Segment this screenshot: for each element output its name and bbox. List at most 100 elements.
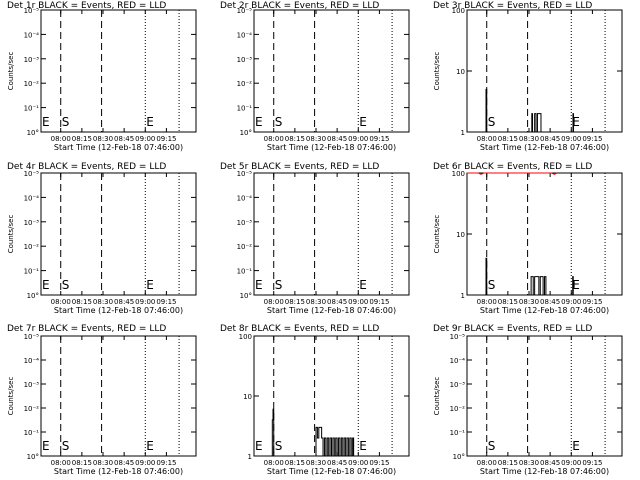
y-tick-label: 10 — [456, 231, 465, 239]
plot-frame — [466, 335, 623, 457]
x-tick-label: 08:45 — [114, 298, 134, 306]
marker-e: E — [359, 278, 367, 292]
panel-title: Det 5r BLACK = Events, RED = LLD — [220, 162, 379, 172]
x-tick-label: 08:00 — [51, 135, 71, 143]
x-tick-label: 08:45 — [114, 459, 134, 467]
y-tick-label: 10⁻¹ — [450, 429, 466, 437]
y-tick-label: 10⁻¹ — [24, 429, 40, 437]
x-tick-label: 09:00 — [348, 298, 368, 306]
x-tick-label: 08:00 — [51, 298, 71, 306]
marker-e: E — [42, 439, 50, 453]
panel-title: Det 6r BLACK = Events, RED = LLD — [433, 162, 592, 172]
y-tick-label: 10⁻¹ — [24, 105, 40, 113]
panel-title: Det 8r BLACK = Events, RED = LLD — [220, 324, 379, 334]
events-series-line — [485, 257, 575, 296]
marker-e: E — [255, 115, 263, 129]
y-tick-label: 10⁻³ — [237, 219, 253, 227]
marker-s: S — [275, 115, 283, 129]
y-tick-label: 10⁻⁵ — [450, 333, 466, 341]
x-tick-label: 08:00 — [264, 459, 284, 467]
panel-title: Det 9r BLACK = Events, RED = LLD — [433, 324, 592, 334]
x-tick-label: 08:00 — [264, 135, 284, 143]
x-tick-label: 09:00 — [348, 135, 368, 143]
x-tick-label: 08:45 — [114, 135, 134, 143]
panel-title: Det 1r BLACK = Events, RED = LLD — [7, 1, 166, 11]
y-tick-label: 10⁻³ — [237, 56, 253, 64]
y-axis-label: Counts/sec — [7, 377, 15, 416]
marker-e: E — [255, 439, 263, 453]
y-tick-label: 100 — [452, 170, 465, 178]
x-tick-label: 08:30 — [306, 459, 326, 467]
x-tick-label: 09:00 — [561, 459, 581, 467]
x-tick-label: 09:15 — [156, 135, 176, 143]
x-tick-label: 09:00 — [561, 298, 581, 306]
y-axis-label: Counts/sec — [7, 215, 15, 254]
x-tick-label: 08:15 — [72, 298, 92, 306]
x-tick-label: 08:30 — [519, 298, 539, 306]
events-series-line — [485, 88, 575, 133]
x-tick-label: 08:15 — [285, 459, 305, 467]
x-tick-label: 09:00 — [135, 459, 155, 467]
x-tick-label: 08:30 — [306, 135, 326, 143]
x-axis-label: Start Time (12-Feb-18 07:46:00) — [480, 306, 609, 315]
y-tick-label: 1 — [461, 292, 465, 300]
y-tick-label: 10⁻³ — [24, 56, 40, 64]
y-tick-label: 100 — [452, 7, 465, 15]
y-tick-label: 10⁻⁵ — [237, 7, 253, 15]
y-tick-label: 10 — [456, 68, 465, 76]
y-tick-label: 10⁻² — [24, 405, 40, 413]
marker-e: E — [572, 439, 580, 453]
y-tick-label: 10° — [27, 453, 39, 461]
x-tick-label: 08:00 — [51, 459, 71, 467]
y-tick-label: 10° — [27, 129, 39, 137]
x-tick-label: 08:15 — [285, 135, 305, 143]
x-tick-label: 09:15 — [582, 298, 602, 306]
x-axis-label: Start Time (12-Feb-18 07:46:00) — [267, 306, 396, 315]
x-tick-label: 08:30 — [519, 459, 539, 467]
x-axis-label: Start Time (12-Feb-18 07:46:00) — [54, 143, 183, 152]
marker-e: E — [42, 278, 50, 292]
y-tick-label: 10⁻² — [237, 243, 253, 251]
marker-e: E — [146, 439, 154, 453]
y-tick-label: 10° — [27, 292, 39, 300]
y-tick-label: 10⁻⁴ — [237, 31, 253, 39]
y-axis-label: Counts/sec — [433, 215, 441, 254]
y-tick-label: 10⁻⁵ — [24, 7, 40, 15]
x-tick-label: 09:00 — [561, 135, 581, 143]
y-tick-label: 10 — [243, 393, 252, 401]
marker-s: S — [62, 278, 70, 292]
x-tick-label: 08:15 — [498, 135, 518, 143]
y-tick-label: 10⁻⁴ — [237, 194, 253, 202]
panel-det-1: Det 1r BLACK = Events, RED = LLD 08:00 08:… — [7, 1, 197, 152]
marker-e: E — [255, 278, 263, 292]
marker-e: E — [146, 278, 154, 292]
x-tick-label: 08:00 — [477, 135, 497, 143]
y-tick-label: 10⁻³ — [24, 219, 40, 227]
marker-e: E — [146, 115, 154, 129]
marker-e: E — [572, 115, 580, 129]
plot-frame — [40, 335, 197, 457]
x-tick-label: 08:00 — [477, 459, 497, 467]
y-tick-label: 10° — [240, 292, 252, 300]
plot-frame — [40, 9, 197, 133]
y-tick-label: 10⁻⁴ — [24, 31, 40, 39]
x-axis-label: Start Time (12-Feb-18 07:46:00) — [267, 467, 396, 476]
y-tick-label: 10° — [240, 129, 252, 137]
x-tick-label: 09:15 — [369, 135, 389, 143]
marker-s: S — [275, 439, 283, 453]
x-tick-label: 09:15 — [156, 298, 176, 306]
x-tick-label: 09:00 — [135, 135, 155, 143]
x-tick-label: 09:15 — [582, 135, 602, 143]
x-axis-label: Start Time (12-Feb-18 07:46:00) — [267, 143, 396, 152]
panel-title: Det 2r BLACK = Events, RED = LLD — [220, 1, 379, 11]
y-tick-label: 1 — [461, 129, 465, 137]
y-tick-label: 10° — [453, 453, 465, 461]
marker-e: E — [42, 115, 50, 129]
y-tick-label: 10⁻⁵ — [237, 170, 253, 178]
x-tick-label: 08:15 — [498, 459, 518, 467]
